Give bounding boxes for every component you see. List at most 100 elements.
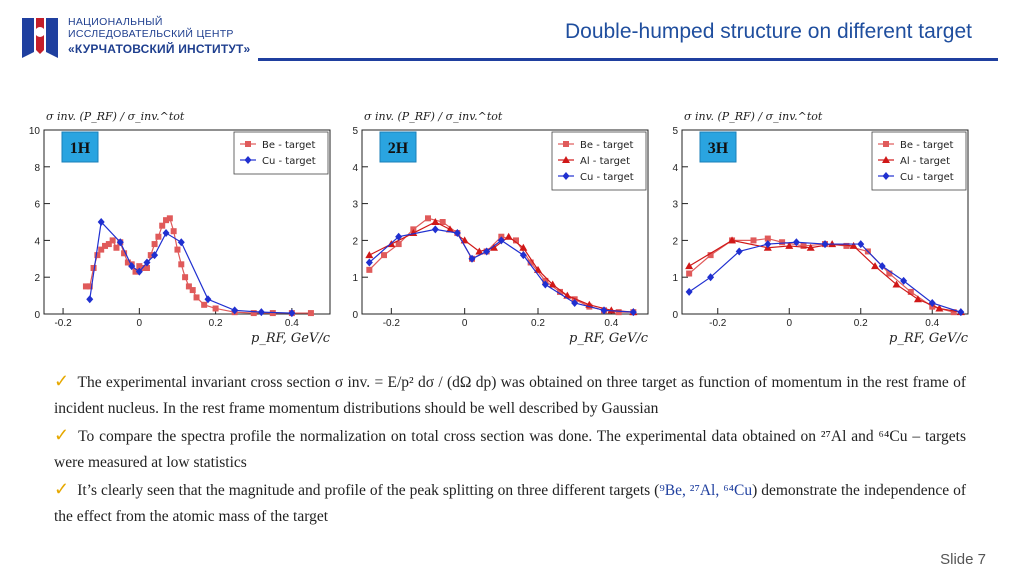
data-point	[102, 242, 109, 249]
data-point	[109, 237, 116, 244]
data-point	[913, 295, 922, 303]
data-point	[431, 218, 440, 225]
y-axis-label: σ inv. (P_RF) / σ_inv.^tot	[684, 110, 823, 123]
data-point	[250, 310, 257, 317]
y-tick-label: 8	[34, 163, 40, 174]
data-point	[686, 270, 693, 277]
kurchatov-logo: НАЦИОНАЛЬНЫЙ ИССЛЕДОВАТЕЛЬСКИЙ ЦЕНТР «КУ…	[18, 14, 268, 66]
data-point	[629, 308, 637, 317]
data-point	[750, 237, 757, 244]
x-tick-label: 0	[137, 318, 143, 329]
data-point	[143, 265, 150, 271]
y-tick-label: 1	[672, 273, 678, 284]
y-tick-label: 4	[672, 163, 678, 174]
data-point	[513, 237, 519, 244]
panel-label-box	[379, 131, 417, 163]
data-point	[935, 304, 944, 312]
data-point	[490, 243, 498, 251]
x-tick-label: 0.2	[209, 318, 223, 329]
data-point	[607, 306, 616, 314]
chart-svg-2: σ inv. (P_RF) / σ_inv.^tot 0 1 2 3 4 5 -0.2 0 0.2…	[672, 110, 968, 346]
data-point	[571, 298, 579, 307]
data-point	[395, 241, 402, 248]
data-point	[365, 258, 373, 267]
data-point	[878, 262, 886, 271]
data-point	[764, 235, 771, 242]
body-text: ✓ The experimental invariant cross sectio…	[54, 368, 966, 530]
checkmark-icon: ✓	[54, 425, 71, 445]
data-point	[849, 241, 858, 249]
data-point	[707, 273, 715, 282]
legend-marker	[562, 172, 570, 180]
panel-label: 1H	[70, 140, 91, 157]
data-point	[600, 306, 608, 315]
data-point	[113, 244, 120, 251]
data-point	[121, 250, 128, 257]
data-point	[764, 240, 772, 249]
data-point	[132, 268, 139, 275]
data-point	[892, 280, 901, 288]
data-point	[685, 287, 693, 296]
data-point	[685, 262, 694, 270]
bullet-2-text: To compare the spectra profile the norma…	[54, 428, 966, 471]
data-point	[821, 240, 829, 249]
data-point	[519, 251, 527, 260]
data-point	[475, 247, 484, 255]
data-point	[136, 263, 143, 270]
data-point	[128, 262, 136, 271]
data-point	[497, 236, 505, 245]
chart-3h: σ inv. (P_RF) / σ_inv.^tot 0 1 2 3 4 5 -0.2 0 0.2…	[662, 104, 982, 349]
data-point	[957, 308, 965, 317]
data-point	[162, 229, 170, 238]
x-tick-label: -0.2	[709, 318, 727, 329]
legend-marker	[244, 156, 252, 164]
data-point	[792, 238, 800, 247]
legend-entry: Be - target	[262, 140, 315, 151]
legend-entry: Cu - target	[900, 172, 954, 183]
data-point	[365, 251, 374, 259]
org-name-line2: ИССЛЕДОВАТЕЛЬСКИЙ ЦЕНТР	[68, 28, 234, 40]
x-tick-label: 0.4	[285, 318, 299, 329]
x-tick-label: 0	[462, 318, 468, 329]
legend-marker	[882, 172, 890, 180]
data-point	[425, 215, 431, 222]
data-point	[182, 274, 189, 281]
checkmark-icon: ✓	[54, 371, 70, 391]
chart-1h: σ inv. (P_RF) / σ_inv.^tot 0 2 4 6 8 10 -0.2 0 0.…	[24, 104, 344, 349]
data-point	[135, 267, 143, 276]
y-axis-label: σ inv. (P_RF) / σ_inv.^tot	[364, 110, 503, 123]
data-point	[201, 301, 208, 308]
slide-title: Double-humped structure on different tar…	[564, 20, 972, 43]
x-tick-label: 0	[786, 318, 792, 329]
data-point	[806, 243, 815, 251]
data-point	[166, 215, 173, 222]
legend-marker	[245, 141, 251, 147]
bullet-1: ✓ The experimental invariant cross sectio…	[54, 368, 966, 422]
data-point	[548, 280, 557, 288]
data-point	[97, 218, 105, 226]
legend-marker	[882, 156, 890, 163]
data-point	[871, 262, 880, 270]
y-tick-label: 10	[29, 126, 41, 137]
x-tick-label: 0.2	[531, 318, 545, 329]
y-tick-label: 2	[34, 273, 40, 284]
data-point	[615, 309, 622, 316]
data-point	[159, 222, 166, 229]
data-point	[307, 310, 314, 317]
y-tick-label: 2	[352, 236, 358, 247]
x-axis-label: p_RF, GeV/c	[251, 331, 331, 346]
bullet-3-text-post: ) demonstrate the independence of the ef…	[54, 482, 966, 525]
data-point	[90, 265, 97, 271]
data-point	[519, 243, 528, 251]
data-point	[527, 259, 534, 266]
data-point	[193, 294, 200, 301]
y-tick-label: 2	[672, 236, 678, 247]
panel-label: 2H	[388, 140, 409, 157]
data-point	[857, 240, 865, 249]
slide-number: Slide 7	[940, 551, 986, 568]
y-tick-label: 0	[672, 310, 678, 321]
data-point	[86, 283, 93, 290]
panel-label-box	[699, 131, 737, 163]
data-point	[151, 241, 158, 248]
data-point	[124, 259, 131, 266]
